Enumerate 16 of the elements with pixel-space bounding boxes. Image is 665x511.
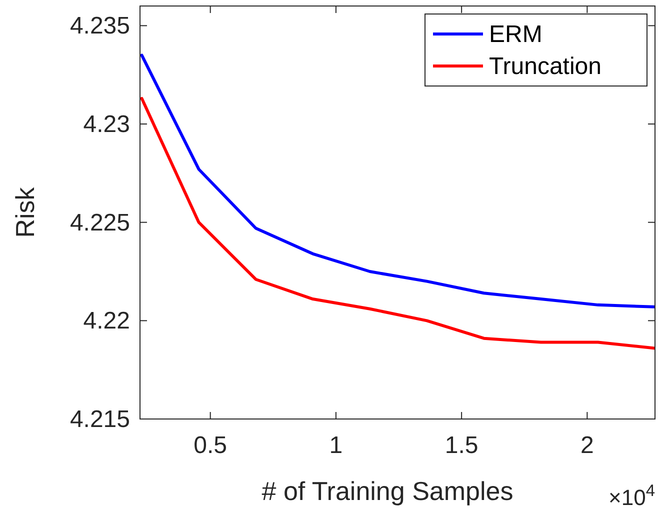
text: ×10$^{4}$ [608,482,655,510]
x-tick-label: 1 [329,432,343,459]
y-tick-label: 4.215 [70,406,130,433]
y-tick-label: 4.225 [70,209,130,236]
x-tick-label: 1.5 [444,432,478,459]
y-axis-title: Risk [10,186,40,238]
legend-label: ERM [489,21,542,48]
line-series [140,96,655,350]
x-tick-label: 0.5 [194,432,228,459]
y-tick-label: 4.235 [70,12,130,40]
x-axis-title: # of Training Samples [262,476,514,506]
x-tick-label: 2 [580,432,594,459]
y-tick-label: 4.23 [83,111,130,138]
line-series [140,54,655,308]
y-tick-label: 4.22 [83,308,130,335]
legend-label: Truncation [489,53,602,80]
